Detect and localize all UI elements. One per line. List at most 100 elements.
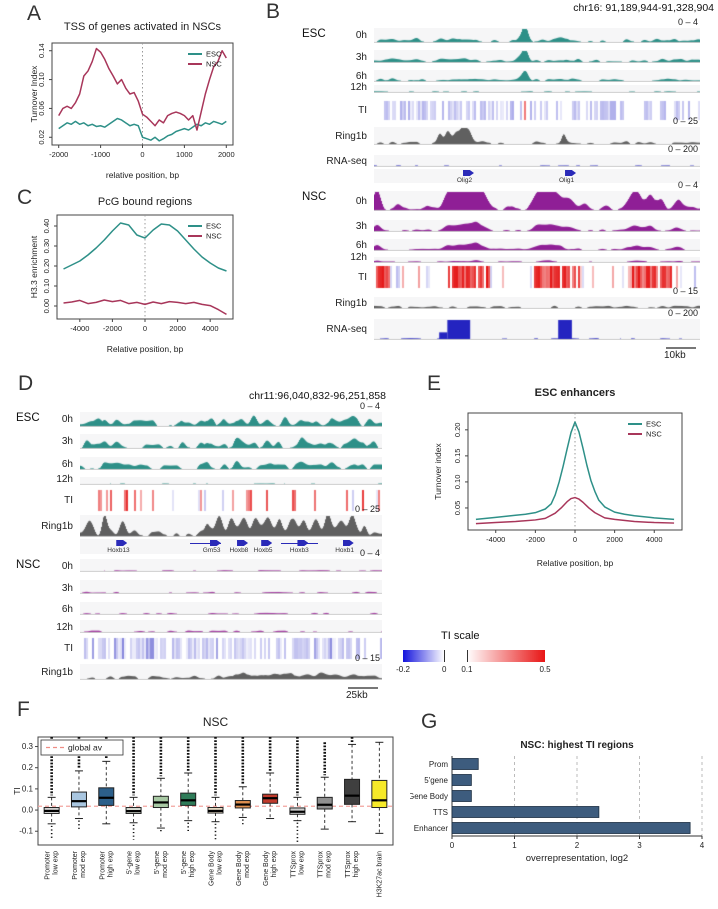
track-body-3h: [80, 580, 382, 594]
track-canvas-TI: [80, 489, 382, 512]
x-category-label: Gene Body: [209, 851, 216, 887]
y-axis-label: Turnover index: [433, 443, 443, 500]
track-body-Ring1b: 0 – 15: [374, 286, 700, 309]
track-label-text: 3h: [355, 221, 367, 232]
track-scale-range: 0 – 15: [354, 653, 380, 663]
gene-name: Hoxb8: [229, 547, 249, 554]
x-tick-label: 3: [637, 841, 642, 850]
x-tick-label: 4000: [646, 535, 663, 544]
x-tick-label: 0: [140, 150, 144, 159]
x-category-label: high exp: [353, 851, 360, 878]
x-tick-label: 4: [700, 841, 705, 850]
track-canvas-Ring1b: [374, 297, 700, 309]
x-category-label: mod exp: [162, 851, 169, 878]
track-row-3h: 3h: [300, 50, 718, 63]
track-label: Ring1b: [300, 127, 374, 145]
x-category-label: 5'-gene: [127, 851, 134, 874]
y-tick-label: 0.15: [453, 449, 462, 464]
track-scale-range: 0 – 200: [667, 144, 698, 154]
track-label: 3h: [14, 434, 80, 449]
y-tick-label: 0.00: [42, 299, 51, 314]
y-tick-label: 0.02: [37, 130, 46, 145]
y-axis-label: H3.3 enrichment: [30, 235, 39, 298]
gene-name: Olig1: [558, 177, 575, 184]
track-label: 3h: [14, 580, 80, 594]
x-tick-label: 2: [575, 841, 580, 850]
gene-name: Hoxb13: [107, 547, 130, 554]
group-label-ESC: ESC: [16, 412, 40, 424]
x-category-label: Gene Body: [236, 851, 243, 887]
track-label: 6h: [14, 602, 80, 615]
track-label-text: Ring1b: [41, 667, 73, 678]
x-category-label: mod exp: [326, 851, 333, 878]
series-NSC: [475, 496, 675, 525]
x-tick-label: 1000: [176, 150, 193, 159]
track-body-Ring1b: 0 – 25: [80, 504, 382, 537]
panel-g-letter: G: [421, 710, 438, 733]
genome-browser-chr11: chr11:96,040,832-96,251,858 ESC 0h 0 – 4 3h…: [14, 390, 390, 702]
x-category-label: Promoter: [72, 850, 79, 879]
x-tick-label: 4000: [202, 324, 219, 333]
x-axis-label: overrepresentation, log2: [526, 853, 628, 864]
track-label: RNA-seq: [300, 319, 374, 340]
track-canvas-12h: [80, 620, 382, 633]
track-canvas-3h: [374, 50, 700, 63]
track-body-6h: [374, 70, 700, 82]
track-label: RNA-seq: [300, 155, 374, 167]
track-label: Ring1b: [14, 664, 80, 680]
series-NSC: [63, 299, 227, 316]
x-axis-label: relative position, bp: [106, 170, 180, 180]
track-scale-range: 0 – 15: [672, 286, 698, 296]
genome-browser-chr16: chr16: 91,189,944-91,328,904 ESC 0h 0 – 4 3…: [300, 2, 718, 362]
legend-label-ESC: ESC: [206, 50, 222, 59]
ti-scale-tick-label: 0.5: [539, 665, 551, 674]
track-label-text: 0h: [355, 30, 367, 41]
panel-b-tracks: ESC 0h 0 – 4 3h 6h 12h TI Ring1b 0 – 25 RNA-seq 0 …: [300, 17, 718, 362]
track-label: Ring1b: [300, 297, 374, 309]
track-label-text: RNA-seq: [326, 156, 367, 167]
track-label: Ring1b: [14, 515, 80, 537]
track-row-TI: TI: [300, 100, 718, 121]
x-category-label: low exp: [53, 851, 60, 875]
x-axis-label: Relative position, bp: [537, 558, 614, 568]
legend-label-NSC: NSC: [206, 232, 222, 241]
y-tick-label: 0.10: [37, 72, 46, 87]
track-row-Ring1b: Ring1b 0 – 15: [300, 286, 718, 309]
track-row-0h: ESC 0h 0 – 4: [14, 401, 390, 427]
panel-c-letter: C: [17, 186, 33, 209]
scalebar-label: 25kb: [346, 690, 368, 701]
scalebar-row: 25kb: [14, 684, 390, 702]
track-row-12h: 12h: [14, 474, 390, 485]
track-label-text: TI: [64, 495, 73, 506]
y-tick-label: 0.2: [22, 763, 34, 772]
x-tick-label: 0: [143, 324, 147, 333]
track-row-12h: 12h: [300, 82, 718, 93]
track-canvas-Ring1b: [374, 127, 700, 145]
legend-label: global av: [68, 743, 103, 753]
gene-annotation-row: Olig2 Olig1: [374, 169, 700, 184]
chart-title: ESC enhancers: [535, 387, 616, 399]
track-label-text: 12h: [350, 82, 367, 93]
gene-name: Gm53: [202, 547, 221, 554]
bar-category-label: 5'gene: [424, 776, 448, 785]
panel-d-region: chr11:96,040,832-96,251,858: [248, 390, 386, 402]
track-label: NSC 0h: [300, 191, 374, 211]
track-label-text: 12h: [350, 252, 367, 263]
gene-name: Hoxb1: [335, 547, 355, 554]
y-tick-label: 0.3: [22, 742, 34, 751]
chart-esc-enhancers: ESC enhancers -4000 -2000 0 2000 4000 0.05 0.10…: [433, 387, 683, 568]
bar-TTS: [451, 806, 600, 818]
track-label: 12h: [300, 252, 374, 263]
group-label-NSC: NSC: [16, 559, 41, 571]
track-label: 6h: [300, 70, 374, 82]
track-scale-range: 0 – 4: [677, 17, 698, 27]
track-label-text: 3h: [61, 583, 73, 594]
x-category-label: low exp: [298, 851, 305, 875]
track-label: 12h: [300, 82, 374, 93]
y-tick-label: 0.30: [42, 239, 51, 254]
track-label-text: TI: [358, 105, 367, 116]
track-label: 3h: [300, 220, 374, 232]
track-canvas-Ring1b: [80, 664, 382, 680]
track-row-6h: 6h: [14, 457, 390, 470]
group-label-NSC: NSC: [302, 191, 327, 203]
